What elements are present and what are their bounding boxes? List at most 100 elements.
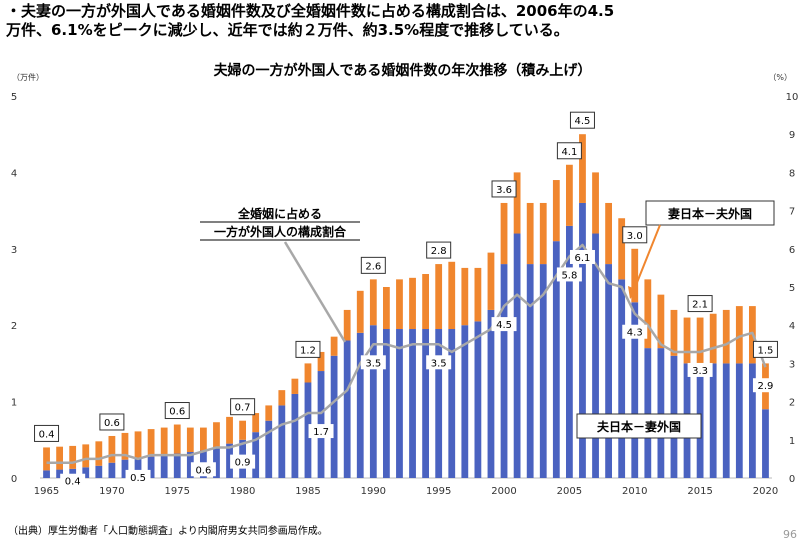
y-tick-right: 2 [789,398,795,409]
bar-husband-foreign [670,309,678,356]
total-label: 3.0 [627,231,643,242]
bar-husband-foreign [683,317,691,364]
ratio-callout-line1: 全婚姻に占める [237,206,322,221]
total-label-box [687,295,713,313]
bar-wife-foreign [278,405,286,478]
total-label-box [164,402,190,420]
bar-wife-foreign [618,279,626,478]
bar-husband-foreign [239,420,247,440]
bar-husband-foreign [513,172,521,234]
bar-wife-foreign [448,329,456,478]
headline: ・夫妻の一方が外国人である婚姻件数及び全婚姻件数に占める構成割合は、2006年の… [6,2,796,40]
bar-husband-foreign [657,294,665,349]
bar-wife-foreign [330,355,338,478]
total-label-box [230,398,256,416]
bar-husband-foreign [134,431,142,459]
bar-wife-foreign [43,470,50,478]
ratio-line [46,243,767,464]
bar-wife-foreign [461,325,469,478]
y-tick-right: 4 [789,321,795,332]
headline-line2: 万件、6.1%をピークに減少し、近年では約２万件、約3.5%程度で推移している。 [6,21,569,39]
bar-husband-foreign [605,202,613,265]
x-tick: 1985 [295,486,320,497]
total-label: 0.6 [169,407,185,418]
bar-husband-foreign [199,427,207,451]
y-tick-right: 1 [789,436,795,447]
bar-husband-foreign [422,274,430,330]
bar-wife-foreign [252,432,260,478]
x-tick: 2020 [753,486,778,497]
bar-husband-foreign [265,405,273,421]
total-label: 0.6 [104,418,120,429]
husband-callout-arrowhead [628,286,638,299]
ratio-label-bg [622,324,648,339]
ratio-label: 5.8 [561,270,577,281]
bar-husband-foreign [409,277,416,330]
bar-wife-foreign [605,264,613,478]
bar-husband-foreign [173,424,181,454]
total-label-box [491,180,517,198]
bar-wife-foreign [762,409,769,478]
x-tick: 2005 [557,486,582,497]
bar-husband-foreign [69,445,77,469]
x-tick: 1975 [165,486,190,497]
bar-husband-foreign [147,429,155,457]
ratio-label-bg [360,355,386,370]
ratio-label: 0.9 [235,458,251,469]
ratio-callout-line2: 一方が外国人の構成割合 [214,224,347,239]
bar-wife-foreign [213,447,220,478]
bar-wife-foreign [134,458,142,478]
bar-wife-foreign [657,348,665,478]
bar-husband-foreign [108,435,116,463]
bar-wife-foreign [265,420,273,478]
ratio-callout-pointer [283,241,347,343]
y-tick-right: 6 [789,245,795,256]
total-label-box [569,111,595,129]
bar-husband-foreign [618,218,626,280]
bar-wife-foreign [579,202,586,478]
page-number: 96 [783,528,797,541]
total-label-box [426,241,452,259]
bar-wife-foreign [147,456,155,478]
x-tick: 2000 [491,486,516,497]
total-label-box [34,424,60,442]
x-tick: 1980 [230,486,255,497]
bar-husband-foreign [369,279,377,326]
bar-wife-foreign [722,363,730,478]
total-label-box [556,142,582,160]
bar-wife-foreign [291,393,299,478]
y-tick-left: 4 [11,168,17,179]
bar-wife-foreign [396,329,403,478]
bar-husband-foreign [644,279,652,349]
bar-wife-foreign [69,468,77,478]
bar-husband-foreign [252,413,260,433]
y-tick-left: 0 [11,474,17,485]
bar-husband-foreign [226,416,233,444]
bar-husband-foreign [552,180,560,242]
bar-husband-foreign [579,134,586,203]
ratio-label: 0.5 [130,473,146,484]
bar-wife-foreign [160,455,168,478]
bar-wife-foreign [735,363,743,478]
bar-husband-foreign [291,378,299,394]
bar-husband-foreign [696,317,704,364]
ratio-label: 1.7 [313,427,329,438]
bar-husband-foreign [500,202,508,265]
total-label: 0.4 [39,429,55,440]
bar-wife-foreign [709,363,717,478]
ratio-label-bg [230,454,256,469]
wife-callout-box [576,413,702,439]
ratio-label-bg [308,424,334,439]
ratio-label-bg [491,317,517,332]
bar-husband-foreign [592,172,599,234]
bar-wife-foreign [382,329,390,478]
bar-wife-foreign [173,453,181,478]
ratio-label-bg [687,362,713,377]
ratio-label: 6.1 [575,253,591,264]
bar-husband-foreign [317,351,325,372]
bar-wife-foreign [487,309,495,478]
bar-husband-foreign [526,202,534,265]
ratio-label-bg [125,469,151,484]
bar-wife-foreign [474,321,482,478]
y-tick-right: 3 [789,359,795,370]
